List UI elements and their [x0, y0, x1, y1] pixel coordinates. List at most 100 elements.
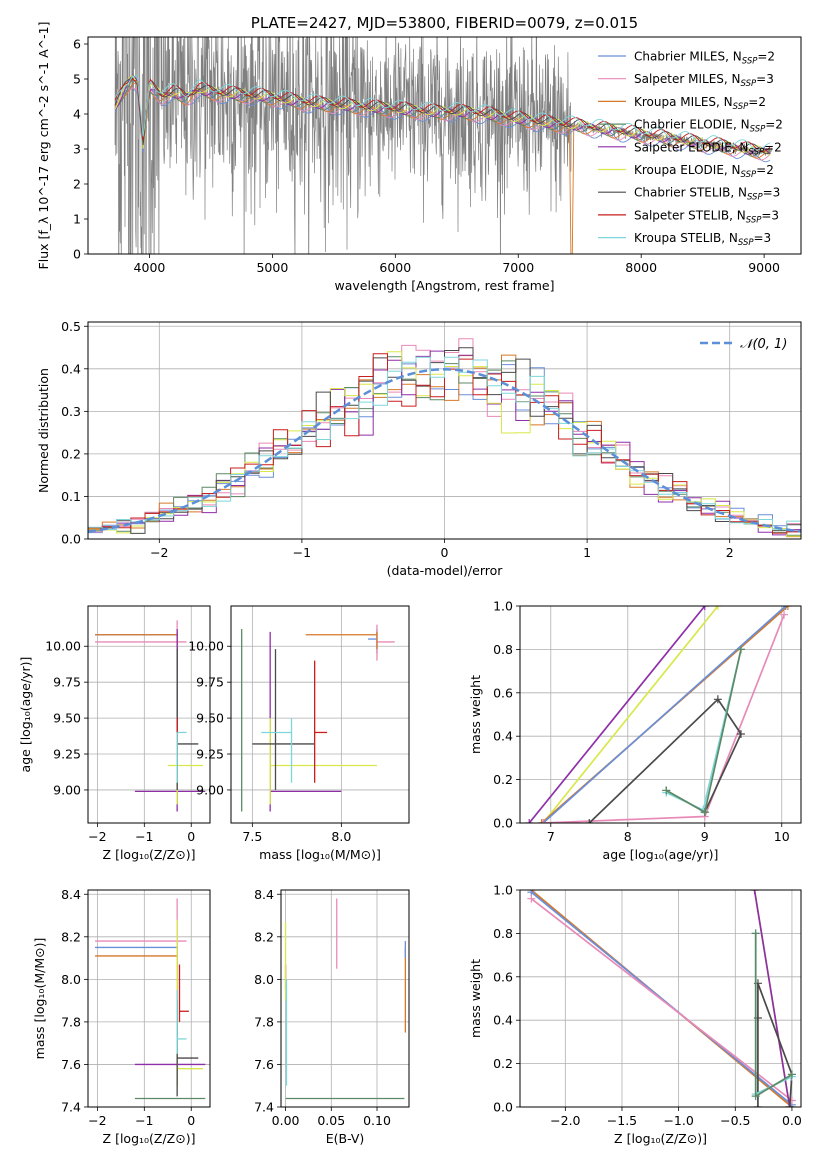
- y-tick-label: 9.50: [196, 711, 224, 726]
- x-tick-label: −2: [88, 829, 106, 844]
- x-tick-label: 2: [726, 545, 734, 560]
- axes-frame: [87, 889, 211, 1108]
- y-tick-label: 8.4: [61, 887, 81, 902]
- normal-curve: [88, 368, 801, 533]
- y-tick-label: 9.25: [53, 747, 81, 762]
- y-tick-label: 8.4: [254, 887, 274, 902]
- x-tick-label: 8: [624, 829, 632, 844]
- weight-marker-salpeter_elodie: [525, 819, 534, 823]
- plot-area: [114, 37, 772, 254]
- y-tick-label: 2: [73, 177, 81, 192]
- panel-weight_vs_z: −2.0 −1.5 −1.0 −0.5 0.0 0.0 0.2 0.4 0.6 0.8 1.0 Z […: [468, 883, 802, 1147]
- weight-marker-kroupa_miles: [537, 819, 546, 823]
- x-tick-label: 0.05: [317, 1113, 345, 1128]
- y-axis-label: mass weight: [468, 959, 483, 1038]
- weight-marker-chabrier_elodie: [751, 929, 760, 938]
- y-tick-label: 9.50: [53, 711, 81, 726]
- y-tick-label: 0.1: [61, 489, 81, 504]
- data-spectrum-line: [114, 37, 772, 254]
- x-axis-label: age [log₁₀(age/yr)]: [603, 847, 719, 862]
- legend-label-normal: 𝒩(0, 1): [740, 337, 787, 352]
- weight-marker-chabrier_stelib: [785, 1103, 794, 1107]
- weight-marker-chabrier_stelib: [713, 695, 722, 704]
- x-tick-label: −2.0: [550, 1113, 580, 1128]
- legend-label-kroupa_miles: Kroupa MILES, NSSP=2: [634, 95, 766, 112]
- y-tick-label: 1.0: [493, 883, 513, 898]
- y-tick-label: 0.2: [493, 772, 513, 787]
- weight-marker-kroupa_elodie: [713, 606, 722, 610]
- plot-area: [95, 898, 206, 1100]
- x-tick-label: −1: [135, 829, 153, 844]
- panel-weight_vs_age: 7 8 9 10 0.0 0.2 0.4 0.6 0.8 1.0 age [log₁₀(age/yr…: [468, 599, 802, 862]
- x-axis-label: Z [log₁₀(Z/Z⊙)]: [103, 847, 196, 862]
- weight-marker-kroupa_miles: [783, 606, 792, 610]
- y-tick-label: 0.8: [493, 642, 513, 657]
- y-tick-label: 0.2: [493, 1056, 513, 1071]
- weight-line-kroupa_elodie: [542, 606, 719, 823]
- x-tick-label: 9000: [748, 260, 780, 275]
- axes-frame: [87, 321, 802, 540]
- y-tick-label: 8.0: [254, 972, 274, 987]
- y-tick-label: 8.0: [61, 972, 81, 987]
- plot-area: [95, 620, 206, 812]
- weight-line-salpeter_miles: [530, 898, 793, 1102]
- x-tick-label: 0.00: [272, 1113, 300, 1128]
- panel-residuals: −2 −1 0 1 2 0.0 0.1 0.2 0.3 0.4 0.5 (data-model)/er…: [36, 319, 802, 578]
- y-axis-label: Flux [f_λ 10^-17 erg cm^-2 s^-1 A^-1]: [36, 22, 51, 270]
- x-tick-label: 6000: [379, 260, 411, 275]
- x-tick-label: −0.5: [720, 1113, 750, 1128]
- x-axis-label: Z [log₁₀(Z/Z⊙)]: [103, 1131, 196, 1146]
- weight-marker-salpeter_miles: [539, 819, 548, 823]
- y-tick-label: 7.4: [61, 1100, 81, 1115]
- weight-line-salpeter_elodie: [753, 890, 791, 1107]
- x-tick-label: 0.10: [363, 1113, 391, 1128]
- y-axis-label: mass weight: [468, 675, 483, 754]
- x-tick-label: −2: [150, 545, 168, 560]
- weight-marker-chabrier_miles: [781, 606, 790, 610]
- x-tick-label: 4000: [134, 260, 166, 275]
- legend-label-chabrier_stelib: Chabrier STELIB, NSSP=3: [634, 186, 780, 203]
- x-axis-label: Z [log₁₀(Z/Z⊙)]: [614, 1131, 707, 1146]
- weight-line-salpeter_elodie: [528, 606, 706, 823]
- y-tick-label: 1.0: [493, 599, 513, 614]
- axes-frame: [87, 36, 802, 255]
- y-tick-label: 0.5: [61, 319, 81, 334]
- weight-marker-chabrier_elodie: [751, 1092, 760, 1101]
- weight-marker-chabrier_elodie: [736, 645, 745, 654]
- y-tick-label: 0.4: [493, 729, 513, 744]
- x-tick-label: 0: [187, 829, 195, 844]
- y-tick-label: 0: [73, 247, 81, 262]
- y-axis-label: age [log₁₀(age/yr)]: [18, 657, 33, 773]
- legend-label-salpeter_stelib: Salpeter STELIB, NSSP=3: [634, 208, 779, 225]
- y-tick-label: 9.25: [196, 747, 224, 762]
- plot-area: [241, 624, 395, 812]
- y-tick-label: 0.8: [493, 926, 513, 941]
- legend-label-kroupa_stelib: Kroupa STELIB, NSSP=3: [634, 231, 771, 248]
- y-tick-label: 4: [73, 107, 81, 122]
- weight-marker-salpeter_elodie: [750, 890, 759, 894]
- y-tick-label: 0.6: [493, 685, 513, 700]
- weight-line-chabrier_elodie: [754, 933, 793, 1098]
- weight-marker-chabrier_elodie: [700, 808, 709, 817]
- weight-marker-chabrier_elodie: [662, 786, 671, 795]
- x-tick-label: 0: [441, 545, 449, 560]
- x-tick-label: 9: [701, 829, 709, 844]
- axes-frame: [87, 605, 211, 824]
- y-tick-label: 0.0: [61, 532, 81, 547]
- x-tick-label: −2: [88, 1113, 106, 1128]
- y-tick-label: 9.75: [53, 675, 81, 690]
- weight-line-chabrier_elodie: [665, 649, 742, 814]
- figure-title: PLATE=2427, MJD=53800, FIBERID=0079, z=0…: [251, 14, 638, 32]
- y-tick-label: 7.6: [61, 1057, 81, 1072]
- y-tick-label: 7.4: [254, 1100, 274, 1115]
- y-tick-label: 8.2: [254, 929, 274, 944]
- y-tick-label: 3: [73, 142, 81, 157]
- axes-frame: [280, 889, 410, 1108]
- model-line-kroupa_stelib: [114, 75, 771, 151]
- weight-marker-chabrier_elodie: [787, 1070, 796, 1079]
- weight-marker-chabrier_stelib: [753, 1103, 762, 1107]
- x-axis-label: mass [log₁₀(M/M⊙)]: [259, 847, 381, 862]
- x-tick-label: 0: [187, 1113, 195, 1128]
- weight-marker-salpeter_miles: [527, 894, 536, 903]
